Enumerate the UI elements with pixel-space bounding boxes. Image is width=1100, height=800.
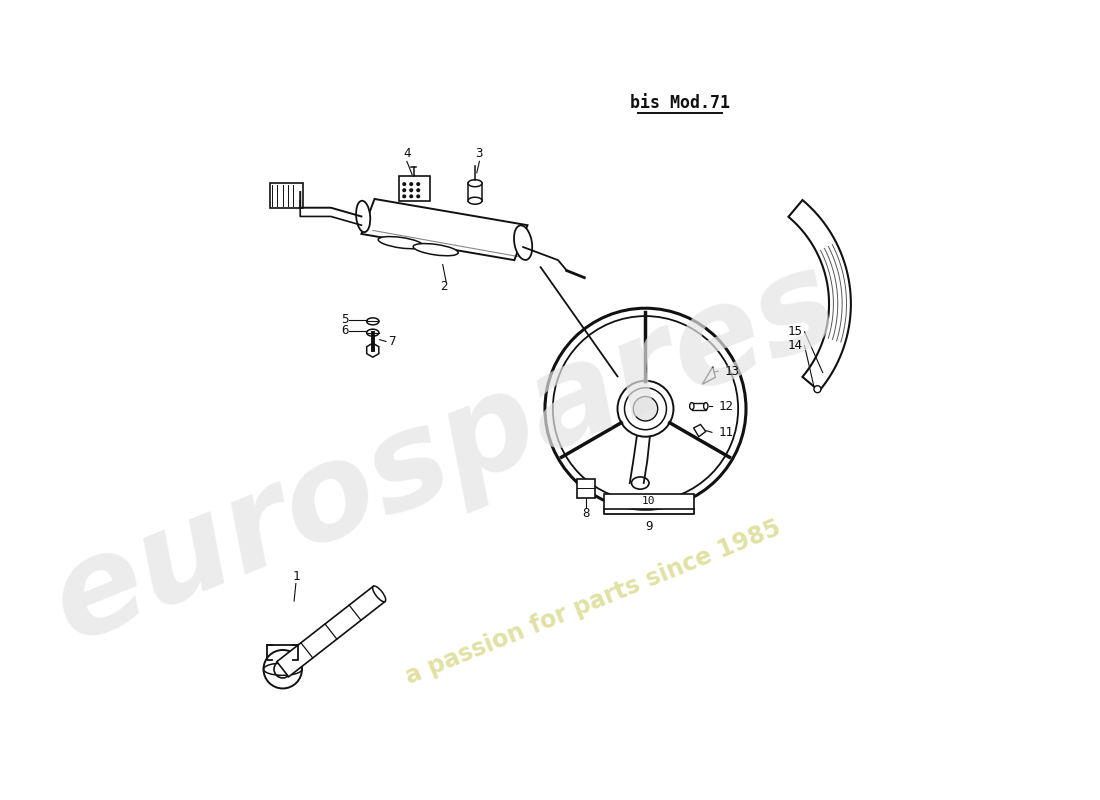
Circle shape bbox=[417, 195, 419, 198]
Circle shape bbox=[403, 182, 406, 186]
Text: 9: 9 bbox=[645, 520, 652, 534]
Polygon shape bbox=[277, 586, 385, 677]
Polygon shape bbox=[789, 200, 851, 391]
Text: 10: 10 bbox=[641, 496, 656, 506]
Text: a passion for parts since 1985: a passion for parts since 1985 bbox=[402, 516, 784, 690]
Ellipse shape bbox=[366, 318, 378, 325]
Text: 2: 2 bbox=[440, 280, 448, 293]
Text: 13: 13 bbox=[724, 365, 739, 378]
Circle shape bbox=[617, 381, 673, 437]
Text: 3: 3 bbox=[475, 146, 483, 160]
Ellipse shape bbox=[468, 180, 482, 186]
Circle shape bbox=[417, 182, 419, 186]
Bar bbox=[578, 478, 595, 498]
Ellipse shape bbox=[468, 198, 482, 204]
Text: 12: 12 bbox=[718, 400, 733, 413]
Text: 6: 6 bbox=[341, 325, 349, 338]
Ellipse shape bbox=[414, 243, 459, 256]
Text: 8: 8 bbox=[582, 507, 590, 520]
Ellipse shape bbox=[690, 402, 694, 410]
Polygon shape bbox=[362, 199, 528, 260]
Text: bis Mod.71: bis Mod.71 bbox=[630, 94, 730, 111]
Circle shape bbox=[410, 182, 412, 186]
Ellipse shape bbox=[631, 477, 649, 489]
Ellipse shape bbox=[366, 330, 378, 336]
Text: 7: 7 bbox=[387, 335, 395, 348]
Bar bbox=[399, 176, 430, 201]
Text: eurospares: eurospares bbox=[34, 238, 855, 668]
Ellipse shape bbox=[704, 402, 708, 410]
Text: 11: 11 bbox=[718, 426, 733, 439]
Circle shape bbox=[417, 189, 419, 191]
Polygon shape bbox=[694, 425, 706, 437]
Bar bbox=[270, 183, 302, 208]
Bar bbox=[692, 402, 706, 410]
Ellipse shape bbox=[373, 586, 386, 602]
Bar bbox=[468, 183, 482, 201]
Ellipse shape bbox=[514, 226, 532, 260]
Polygon shape bbox=[702, 366, 715, 384]
Text: 4: 4 bbox=[403, 146, 410, 160]
Text: 15: 15 bbox=[788, 326, 803, 338]
Circle shape bbox=[634, 397, 658, 421]
Text: 14: 14 bbox=[788, 339, 803, 352]
Circle shape bbox=[410, 195, 412, 198]
Circle shape bbox=[410, 189, 412, 191]
Ellipse shape bbox=[378, 237, 424, 249]
Bar bbox=[604, 494, 694, 510]
Ellipse shape bbox=[356, 201, 371, 232]
Text: 5: 5 bbox=[341, 313, 349, 326]
Text: 1: 1 bbox=[293, 570, 299, 583]
Circle shape bbox=[403, 189, 406, 191]
Circle shape bbox=[814, 386, 821, 393]
Circle shape bbox=[403, 195, 406, 198]
